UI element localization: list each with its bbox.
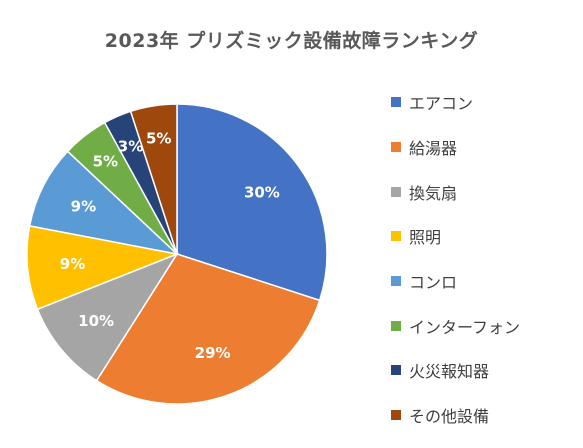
pie-slice-0 [176, 103, 328, 302]
legend-swatch [391, 97, 401, 108]
legend-label: その他設備 [409, 407, 490, 427]
pie-data-label-6: 3% [118, 138, 143, 156]
legend-label: コンロ [409, 273, 458, 293]
legend-swatch [391, 365, 401, 376]
pie-data-label-3: 9% [60, 255, 85, 273]
legend-item: コンロ [391, 259, 520, 304]
legend-label: 給湯器 [409, 139, 458, 159]
legend-label: 換気扇 [409, 183, 458, 203]
pie-data-label-4: 9% [71, 197, 96, 215]
legend-label: エアコン [409, 94, 474, 114]
pie-slice-4 [28, 150, 180, 256]
chart-title: 2023年 プリズミック設備故障ランキング [104, 30, 479, 52]
pie-slice-2 [36, 252, 179, 382]
legend-label: インターフォン [409, 317, 521, 337]
legend-swatch [391, 320, 401, 331]
pie-slice-3 [26, 225, 180, 311]
legend-swatch [391, 231, 401, 242]
pie-data-label-2: 10% [78, 312, 114, 330]
pie-data-label-0: 30% [244, 183, 280, 201]
legend-swatch [391, 186, 401, 197]
legend-item: その他設備 [391, 393, 520, 438]
pie-slice-1 [95, 253, 321, 405]
legend-item: 火災報知器 [391, 348, 520, 393]
legend-item: エアコン [391, 80, 520, 125]
pie-data-label-5: 5% [93, 153, 118, 171]
pie-slices [26, 103, 328, 405]
legend-item: 照明 [391, 214, 520, 259]
legend-label: 照明 [409, 228, 442, 248]
legend-item: 給湯器 [391, 125, 520, 170]
legend-swatch [391, 410, 401, 421]
chart-legend: エアコン給湯器換気扇照明コンロインターフォン 火災報知器その他設備 [391, 80, 520, 438]
pie-data-label-7: 5% [146, 129, 171, 147]
pie-data-labels: 30% 29% 10% 9% 9% 5%3% 5% [60, 129, 280, 361]
legend-swatch [391, 142, 401, 153]
pie-slice-7 [129, 103, 178, 255]
legend-label: 火災報知器 [409, 362, 490, 382]
pie-data-label-1: 29% [195, 344, 231, 362]
legend-swatch [391, 276, 401, 287]
legend-item: 換気扇 [391, 169, 520, 214]
legend-item: インターフォン [391, 303, 520, 348]
